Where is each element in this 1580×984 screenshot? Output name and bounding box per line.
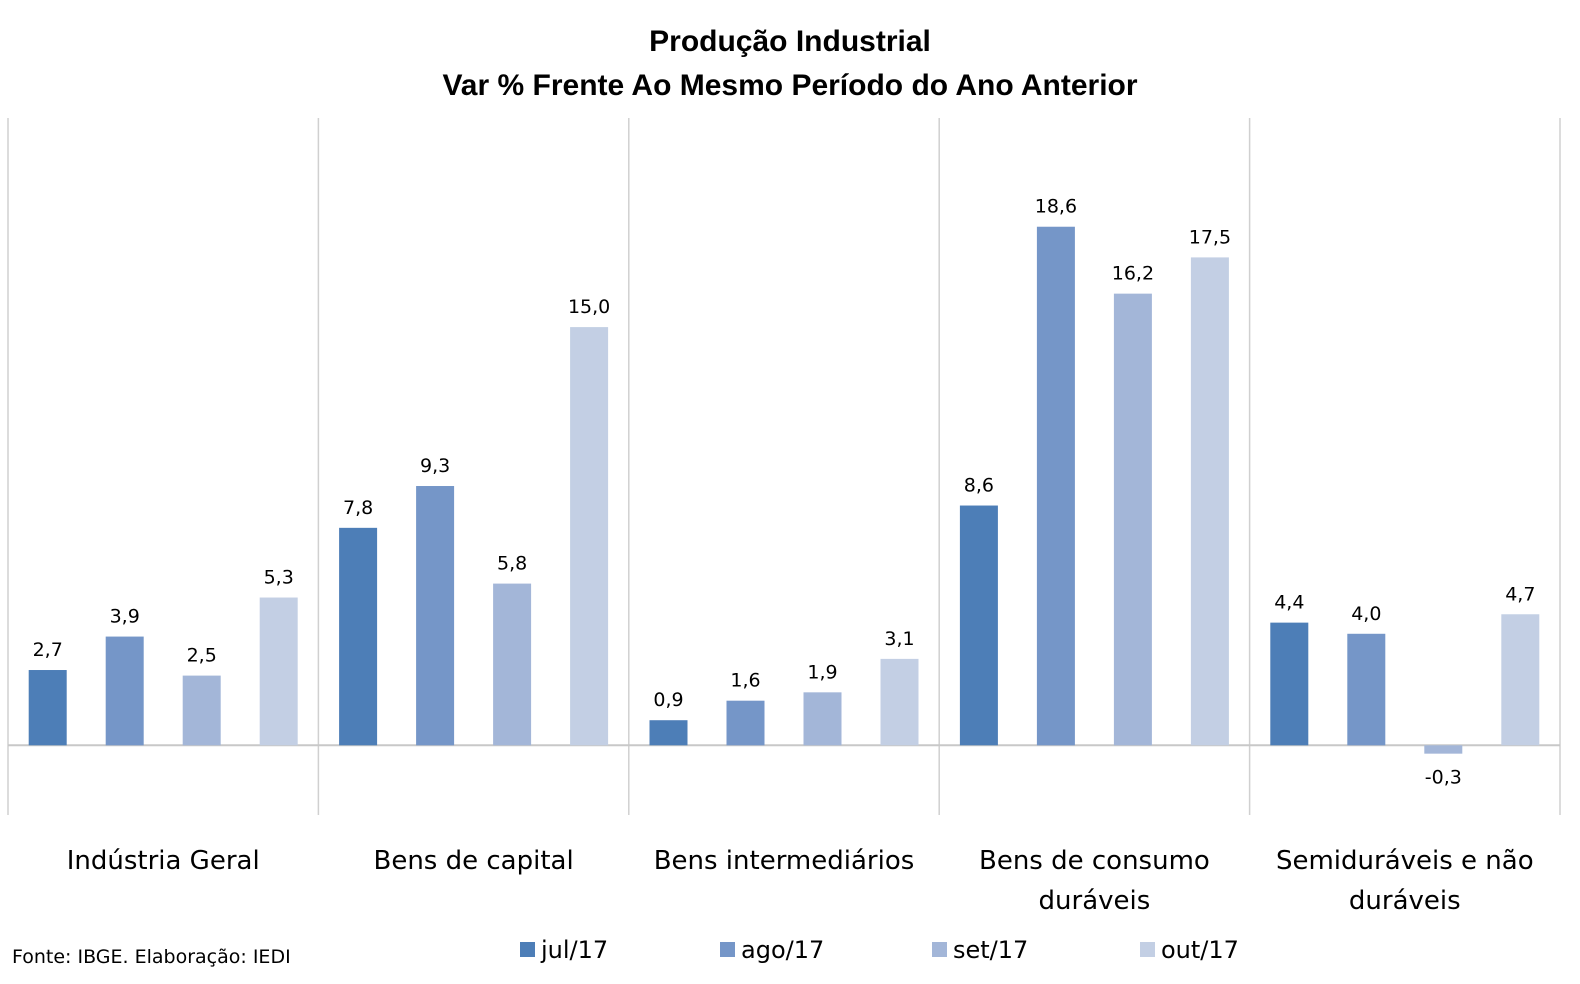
bar [1270,622,1309,746]
bar [1501,614,1540,746]
bars-group [28,226,1540,754]
data-label: 4,0 [1351,603,1381,625]
legend-label: out/17 [1161,936,1239,964]
bar [28,670,67,746]
category-label: Indústria Geral [67,846,260,876]
category-label: duráveis [1039,886,1151,916]
legend-swatch [1140,942,1155,957]
legend-label: jul/17 [540,936,608,964]
bar [649,720,688,746]
bar [959,505,998,746]
data-label: 17,5 [1189,226,1231,248]
category-separators [7,118,1561,815]
legend-swatch [932,942,947,957]
category-label: Bens intermediários [654,846,915,876]
bar [339,527,378,746]
legend-label: set/17 [953,936,1028,964]
data-label: 4,7 [1505,583,1535,605]
data-label: 7,8 [343,497,373,519]
legend-label: ago/17 [741,936,824,964]
data-label: 2,5 [187,645,217,667]
category-label: Bens de capital [373,846,573,876]
category-label: duráveis [1349,886,1461,916]
data-label: 8,6 [964,475,994,497]
value-labels-group: 2,7 3,9 2,5 5,3 7,8 9,3 5,8 15,0 0,9 1,6 1,9 3,1 8,6… [33,196,1536,789]
bar [416,486,455,746]
data-label: 1,9 [807,661,837,683]
data-label: 2,7 [33,639,63,661]
bar [803,692,842,746]
bar [1424,745,1463,754]
category-labels-group: Indústria Geral Bens de capital Bens inter… [67,846,1534,916]
data-label: 15,0 [568,296,610,318]
data-label: 0,9 [653,689,683,711]
data-label: 5,3 [264,567,294,589]
bar [493,583,532,746]
legend: jul/17 ago/17 set/17 out/17 [520,936,1239,964]
data-label: 1,6 [730,670,760,692]
category-label: Semiduráveis e não [1276,846,1534,876]
legend-swatch [520,942,535,957]
bar [570,327,609,746]
bar [1113,293,1152,746]
bar [880,658,919,746]
chart-title-line-2: Var % Frente Ao Mesmo Período do Ano Ant… [442,69,1137,102]
data-label: 3,9 [110,606,140,628]
bar [726,700,765,746]
data-label: -0,3 [1425,767,1462,789]
bar [1190,257,1229,746]
bar [259,597,298,746]
data-label: 5,8 [497,553,527,575]
bar [1036,226,1075,746]
legend-swatch [720,942,735,957]
data-label: 16,2 [1112,263,1154,285]
data-label: 3,1 [884,628,914,650]
chart-title-line-1: Produção Industrial [649,25,931,58]
bar [105,636,144,746]
bar [1347,633,1386,746]
data-label: 18,6 [1035,196,1077,218]
category-label: Bens de consumo [979,846,1210,876]
source-note: Fonte: IBGE. Elaboração: IEDI [12,946,291,968]
bar [182,675,221,746]
data-label: 4,4 [1274,592,1304,614]
data-label: 9,3 [420,455,450,477]
